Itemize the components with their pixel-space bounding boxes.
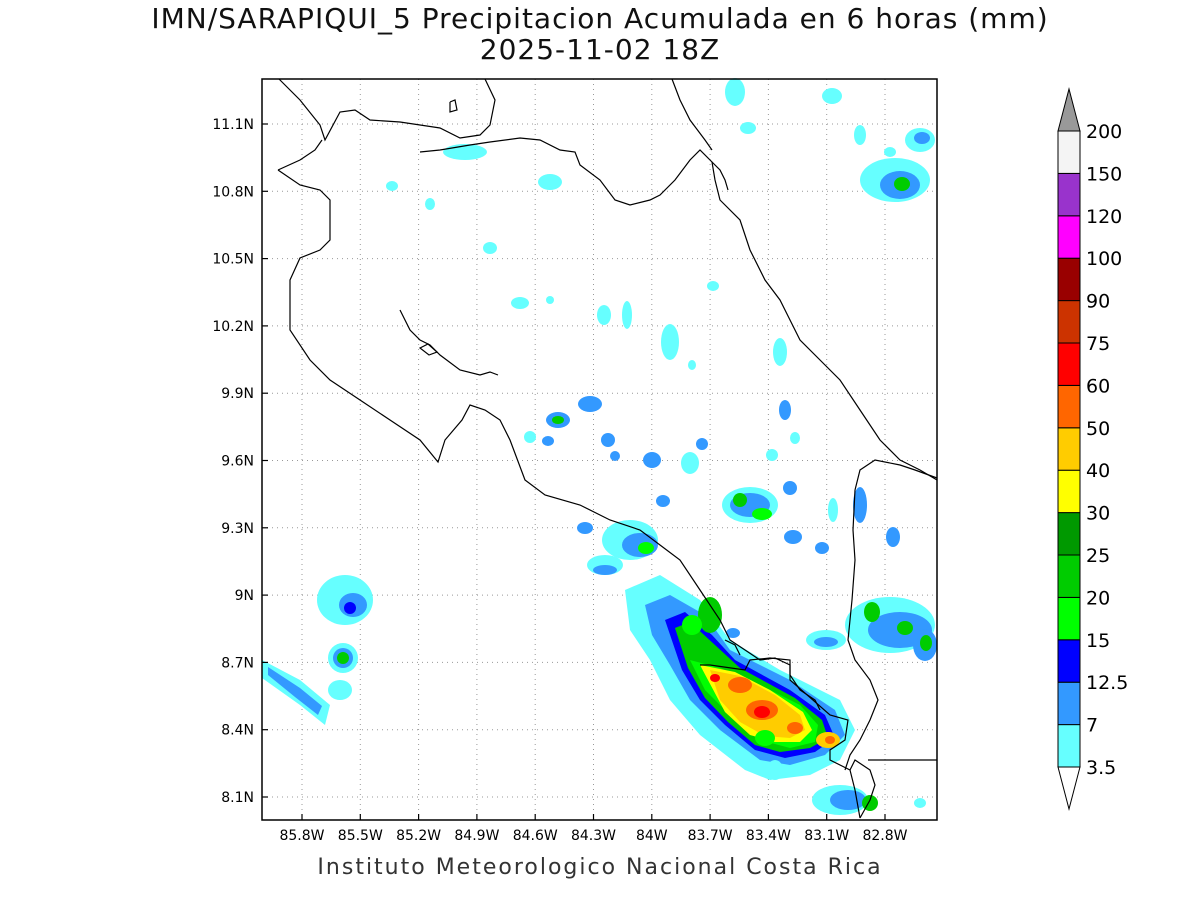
map-plot-area: 11.1N 10.8N 10.5N 10.2N 9.9N 9.6N 9.3N 9N 8.7N 8.… bbox=[212, 78, 938, 844]
credit-text: Instituto Meteorologico Nacional Costa R… bbox=[317, 855, 883, 880]
legend-label: 150 bbox=[1086, 163, 1122, 185]
legend-swatch bbox=[1057, 681, 1081, 726]
legend-label: 20 bbox=[1086, 587, 1110, 609]
legend-swatch bbox=[1057, 300, 1081, 344]
lon-tick-label: 84.6W bbox=[513, 828, 558, 844]
longitude-axis: 85.8W 85.5W 85.2W 84.9W 84.6W 84.3W 84W 83.7W 83… bbox=[279, 814, 908, 844]
lon-tick-label: 84.9W bbox=[454, 828, 499, 844]
legend-label: 30 bbox=[1086, 503, 1110, 525]
lat-tick-label: 9.9N bbox=[221, 386, 254, 402]
lat-tick-label: 9N bbox=[235, 588, 254, 604]
latitude-axis: 11.1N 10.8N 10.5N 10.2N 9.9N 9.6N 9.3N 9N 8.7N 8.… bbox=[212, 117, 268, 806]
legend-swatch bbox=[1057, 512, 1081, 556]
coastlines bbox=[277, 78, 938, 819]
lat-tick-label: 9.6N bbox=[221, 454, 254, 470]
legend-label: 25 bbox=[1086, 545, 1110, 567]
lat-tick-label: 11.1N bbox=[212, 117, 254, 133]
legend-label: 120 bbox=[1086, 206, 1122, 228]
southwest-ocean-precip bbox=[262, 575, 373, 725]
legend-swatch bbox=[1057, 215, 1081, 259]
legend-label: 12.5 bbox=[1086, 672, 1128, 694]
legend-bottom-arrow bbox=[1057, 766, 1081, 811]
lat-tick-label: 10.5N bbox=[212, 252, 254, 268]
lon-tick-label: 85.5W bbox=[338, 828, 383, 844]
lon-tick-label: 85.2W bbox=[396, 828, 441, 844]
legend-label: 200 bbox=[1086, 121, 1122, 143]
legend-swatch bbox=[1057, 639, 1081, 683]
central-precip-cells bbox=[524, 396, 800, 507]
legend-swatch bbox=[1057, 384, 1081, 429]
color-legend: 3.5 7 12.5 15 20 25 30 40 50 60 75 90 100 120 150 200 bbox=[1057, 87, 1128, 811]
legend-swatch bbox=[1057, 554, 1081, 598]
map-title: IMN/SARAPIQUI_5 Precipitacion Acumulada … bbox=[151, 2, 1049, 35]
southeast-edge-precip bbox=[726, 597, 937, 815]
lon-tick-label: 83.1W bbox=[804, 828, 849, 844]
legend-label: 7 bbox=[1086, 715, 1098, 737]
lon-tick-label: 85.8W bbox=[279, 828, 324, 844]
legend-swatch bbox=[1057, 724, 1081, 768]
lon-tick-label: 84.3W bbox=[571, 828, 616, 844]
legend-swatch bbox=[1057, 469, 1081, 514]
middle-precip-cluster bbox=[577, 481, 900, 575]
northeast-precip-cluster bbox=[854, 125, 935, 202]
precipitation-shading bbox=[262, 78, 937, 815]
map-grid bbox=[262, 79, 937, 820]
legend-label: 15 bbox=[1086, 630, 1110, 652]
southeast-heavy-precip-band bbox=[625, 575, 855, 780]
lon-tick-label: 83.7W bbox=[688, 828, 733, 844]
lat-tick-label: 8.1N bbox=[221, 790, 254, 806]
lat-tick-label: 9.3N bbox=[221, 521, 254, 537]
lat-tick-label: 8.4N bbox=[221, 723, 254, 739]
legend-swatch bbox=[1057, 257, 1081, 302]
lat-tick-label: 10.8N bbox=[212, 184, 254, 200]
light-precip-cells bbox=[386, 78, 842, 370]
legend-swatch bbox=[1057, 172, 1081, 217]
map-frame bbox=[261, 78, 938, 821]
legend-label: 3.5 bbox=[1086, 757, 1116, 779]
legend-label: 60 bbox=[1086, 375, 1110, 397]
lat-tick-label: 8.7N bbox=[221, 655, 254, 671]
lon-tick-label: 84W bbox=[636, 828, 668, 844]
legend-swatch bbox=[1057, 596, 1081, 641]
lat-tick-label: 10.2N bbox=[212, 319, 254, 335]
legend-label: 100 bbox=[1086, 248, 1122, 270]
legend-top-arrow bbox=[1057, 87, 1081, 132]
legend-label: 50 bbox=[1086, 418, 1110, 440]
lon-tick-label: 83.4W bbox=[746, 828, 791, 844]
legend-swatch bbox=[1057, 130, 1081, 174]
legend-label: 40 bbox=[1086, 460, 1110, 482]
legend-swatch bbox=[1057, 342, 1081, 386]
map-datetime: 2025-11-02 18Z bbox=[479, 33, 721, 66]
lon-tick-label: 82.8W bbox=[862, 828, 907, 844]
legend-label: 90 bbox=[1086, 291, 1110, 313]
legend-swatch bbox=[1057, 427, 1081, 471]
legend-label: 75 bbox=[1086, 333, 1110, 355]
